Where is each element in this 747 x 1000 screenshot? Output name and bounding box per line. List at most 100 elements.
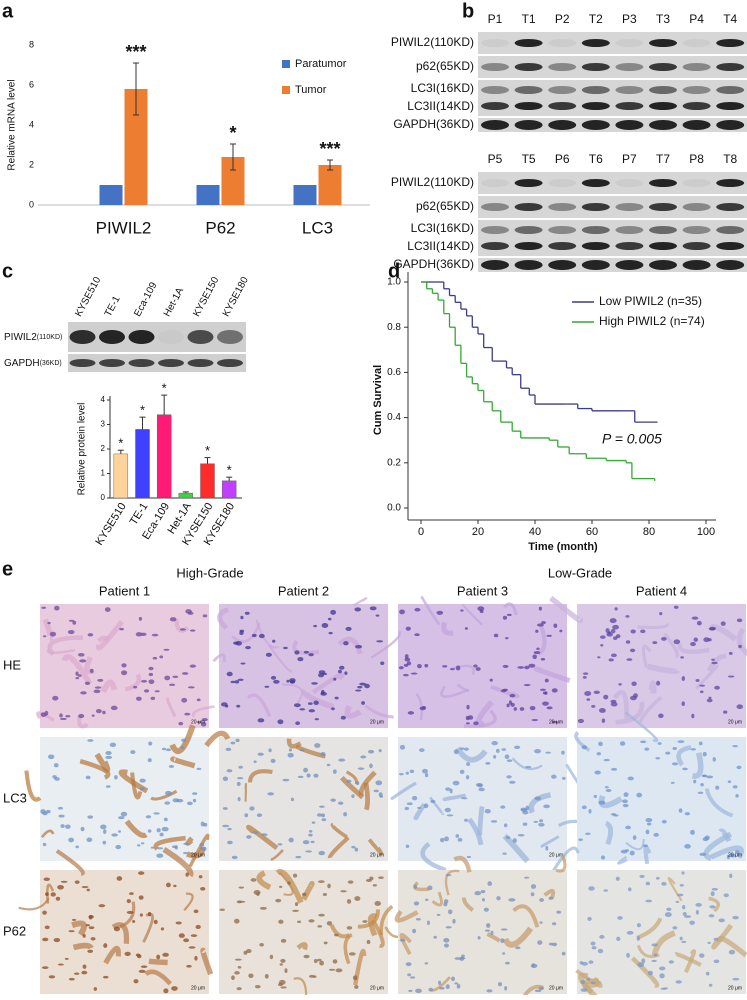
blot-band [481,260,509,270]
cell-nucleus [419,748,425,752]
lane-label: Eca-109 [132,280,159,318]
cell-nucleus [340,890,347,892]
cell-nucleus [165,791,172,795]
cell-nucleus [61,881,68,883]
cell-nucleus [347,926,353,930]
significance: *** [125,42,146,62]
cell-nucleus [679,808,683,812]
cell-nucleus [318,914,325,917]
cell-nucleus [556,911,561,914]
cell-nucleus [347,899,351,904]
cell-nucleus [164,801,170,804]
cell-nucleus [195,925,200,929]
cell-nucleus [696,910,699,915]
cell-nucleus [43,843,47,846]
blot-band [70,359,96,367]
cell-nucleus [295,856,301,858]
cell-nucleus [549,897,553,900]
cell-nucleus [551,775,557,779]
cell-nucleus [331,707,335,710]
cell-nucleus [612,625,619,630]
cell-nucleus [163,988,168,993]
cell-nucleus [369,877,373,881]
cell-nucleus [416,918,421,921]
cell-nucleus [645,900,652,903]
blot-band [683,226,711,234]
cell-nucleus [45,892,49,896]
cell-nucleus [181,746,184,749]
blot-band [649,226,677,234]
cell-nucleus [552,688,558,692]
scale-bar-label: 20 μm [191,719,205,725]
blot-band [716,242,744,250]
column-label: Patient 2 [278,583,329,598]
blot-band [649,242,677,250]
cell-nucleus [144,689,149,692]
cell-nucleus [597,752,601,755]
significance: * [140,403,145,418]
bar [294,185,317,205]
y-tick-label: 1 [101,469,106,478]
blot-band [188,359,214,367]
cell-nucleus [309,975,315,978]
cell-nucleus [506,703,509,707]
cell-nucleus [306,774,310,778]
cell-nucleus [525,766,531,768]
histology-image: 20 μm [397,855,567,995]
cell-nucleus [696,679,700,682]
cell-nucleus [54,763,59,767]
cell-nucleus [677,894,684,897]
panel-label: a [2,0,14,22]
cell-nucleus [545,691,548,695]
blot-band [515,203,543,211]
cell-nucleus [254,890,261,895]
cell-nucleus [433,936,436,939]
cell-nucleus [504,986,507,990]
blot-band [582,203,610,211]
cell-nucleus [630,696,637,701]
cell-nucleus [625,615,629,618]
cell-nucleus [737,618,742,622]
cell-nucleus [47,622,50,624]
cell-nucleus [376,640,383,642]
cell-nucleus [467,856,471,858]
cell-nucleus [356,781,359,785]
blot-band [649,120,677,130]
cell-nucleus [603,889,608,891]
cell-nucleus [457,984,461,989]
cell-nucleus [584,691,591,696]
cell-nucleus [699,741,703,745]
cell-nucleus [314,959,318,963]
cell-nucleus [651,960,656,962]
cell-nucleus [261,833,268,836]
cell-nucleus [169,684,175,686]
cell-nucleus [505,637,508,639]
cell-nucleus [582,805,587,809]
cell-nucleus [508,898,515,901]
cell-nucleus [680,656,684,658]
cell-nucleus [234,971,240,974]
cell-nucleus [627,931,634,935]
cell-nucleus [460,747,465,750]
cell-nucleus [111,833,118,836]
blot-band [683,260,711,270]
cell-nucleus [399,666,404,669]
cell-nucleus [238,887,244,889]
blot-band [649,39,677,47]
cell-nucleus [197,768,202,770]
cell-nucleus [68,630,75,634]
cell-nucleus [264,686,269,688]
cell-nucleus [665,752,670,755]
cell-nucleus [482,898,485,901]
cell-nucleus [246,949,252,953]
cell-nucleus [507,759,512,762]
cell-nucleus [322,623,329,628]
cell-nucleus [428,988,433,992]
cell-nucleus [161,927,164,930]
blot-band [481,179,509,187]
cell-nucleus [164,676,170,681]
cell-nucleus [603,695,608,700]
cell-nucleus [517,666,524,669]
cell-nucleus [465,627,468,630]
cell-nucleus [404,664,408,667]
